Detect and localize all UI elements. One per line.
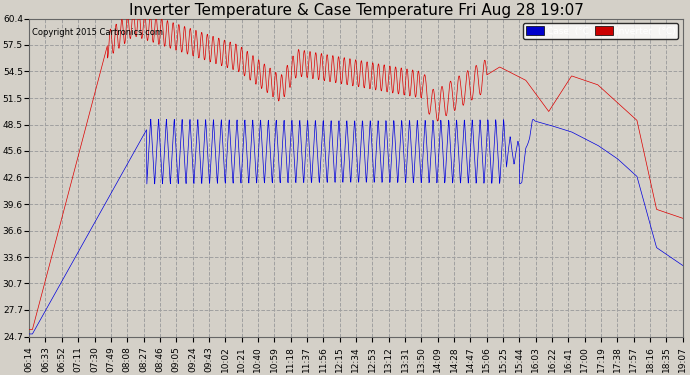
Legend: Case  (°C), Inverter  (°C): Case (°C), Inverter (°C) <box>524 24 678 39</box>
Text: Copyright 2015 Cartronics.com: Copyright 2015 Cartronics.com <box>32 28 164 38</box>
Title: Inverter Temperature & Case Temperature Fri Aug 28 19:07: Inverter Temperature & Case Temperature … <box>128 3 583 18</box>
